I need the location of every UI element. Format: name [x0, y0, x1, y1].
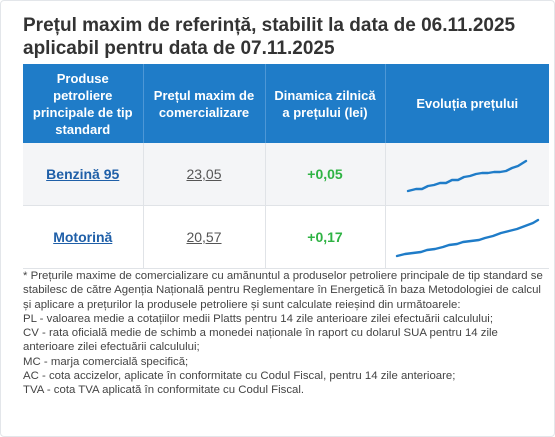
header-price-evolution: Evoluția prețului	[385, 64, 549, 143]
max-price-motorina[interactable]: 20,57	[186, 229, 222, 245]
price-table: Produse petroliere principale de tip sta…	[23, 64, 549, 269]
title-line-1: Prețul maxim de referință, stabilit la d…	[23, 15, 516, 36]
product-link-motorina[interactable]: Motorină	[53, 229, 113, 245]
notes-intro: * Prețurile maxime de comercializare cu …	[23, 270, 543, 311]
max-price-benzina-95[interactable]: 23,05	[186, 166, 222, 182]
header-max-price: Prețul maxim de comercializare	[143, 64, 266, 143]
title-line-2: aplicabil pentru data de 07.11.2025	[23, 38, 335, 59]
note-pl: PL - valoarea medie a cotațiilor medii P…	[23, 312, 493, 325]
note-cv: CV - rata oficială medie de schimb a mon…	[23, 327, 498, 354]
header-products: Produse petroliere principale de tip sta…	[23, 64, 144, 143]
daily-change-motorina: +0,17	[307, 229, 343, 245]
product-link-benzina-95[interactable]: Benzină 95	[46, 166, 120, 182]
page-title: Prețul maxim de referință, stabilit la d…	[23, 14, 543, 60]
note-tva: TVA - cota TVA aplicată în conformitate …	[23, 384, 305, 397]
methodology-notes: * Prețurile maxime de comercializare cu …	[23, 269, 543, 398]
table-row-motorina: Motorină 20,57 +0,17	[23, 205, 549, 269]
table-header-row: Produse petroliere principale de tip sta…	[23, 64, 549, 143]
header-daily-change: Dinamica zilnică a prețului (lei)	[265, 64, 386, 143]
trend-line-up-icon	[407, 159, 528, 193]
note-mc: MC - marja comercială specifică;	[23, 355, 189, 368]
trend-line-up-icon	[396, 218, 540, 258]
table-row-benzina-95: Benzină 95 23,05 +0,05	[23, 143, 549, 206]
daily-change-benzina-95: +0,05	[307, 166, 343, 182]
note-ac: AC - cota accizelor, aplicate în conform…	[23, 370, 456, 383]
